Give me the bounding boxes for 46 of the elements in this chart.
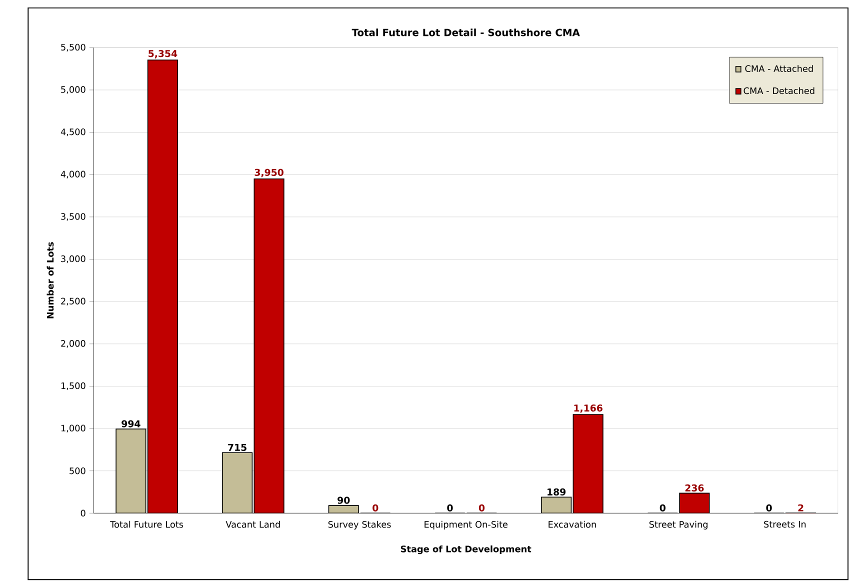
y-tick-label: 0 [80,510,86,517]
x-tick-label: Street Paving [649,521,708,530]
bar [572,414,604,514]
legend-label: CMA - Attached [745,65,813,72]
bar [147,60,178,514]
y-tick-label: 500 [70,468,86,474]
y-tick-label: 3,500 [61,213,86,221]
x-tick-label: Streets In [764,521,806,528]
x-axis-title: Stage of Lot Development [400,546,532,554]
data-label: 994 [122,420,140,428]
y-axis-title: Number of Lots [46,242,54,318]
x-tick-label: Excavation [548,521,596,528]
x-tick-label: Survey Stakes [328,521,391,530]
bar [679,492,710,514]
x-tick-label: Total Future Lots [110,521,184,528]
data-label: 1,166 [574,404,602,413]
data-label: 90 [338,496,350,504]
y-tick-label: 3,000 [61,256,86,264]
data-label: 3,950 [254,169,284,178]
bar [116,428,146,514]
bar [222,452,253,514]
data-label: 0 [766,504,772,512]
data-label: 0 [660,504,666,512]
y-tick-label: 5,000 [61,86,86,94]
data-label: 2 [798,504,804,512]
x-tick-label: Equipment On-Site [424,521,508,530]
y-tick-label: 2,500 [61,298,86,306]
bar [254,178,284,514]
y-tick-label: 1,500 [61,382,86,390]
data-label: 189 [548,488,566,496]
bar [541,496,572,514]
y-tick-label: 4,500 [60,128,86,136]
chart-title: Total Future Lot Detail - Southshore CMA [352,28,580,36]
y-tick-label: 5,500 [61,44,86,52]
data-label: 0 [372,504,378,512]
data-label: 236 [685,484,704,492]
y-tick-label: 2,000 [61,340,86,348]
data-label: 715 [228,444,246,452]
bar [328,506,359,514]
y-tick-label: 4,000 [60,170,86,179]
data-label: 0 [478,504,485,512]
y-tick-label: 1,000 [61,424,86,433]
data-label: 0 [447,504,453,512]
legend-label: CMA - Detached [744,87,814,94]
data-label: 5,354 [148,50,178,58]
x-tick-label: Vacant Land [226,521,280,528]
